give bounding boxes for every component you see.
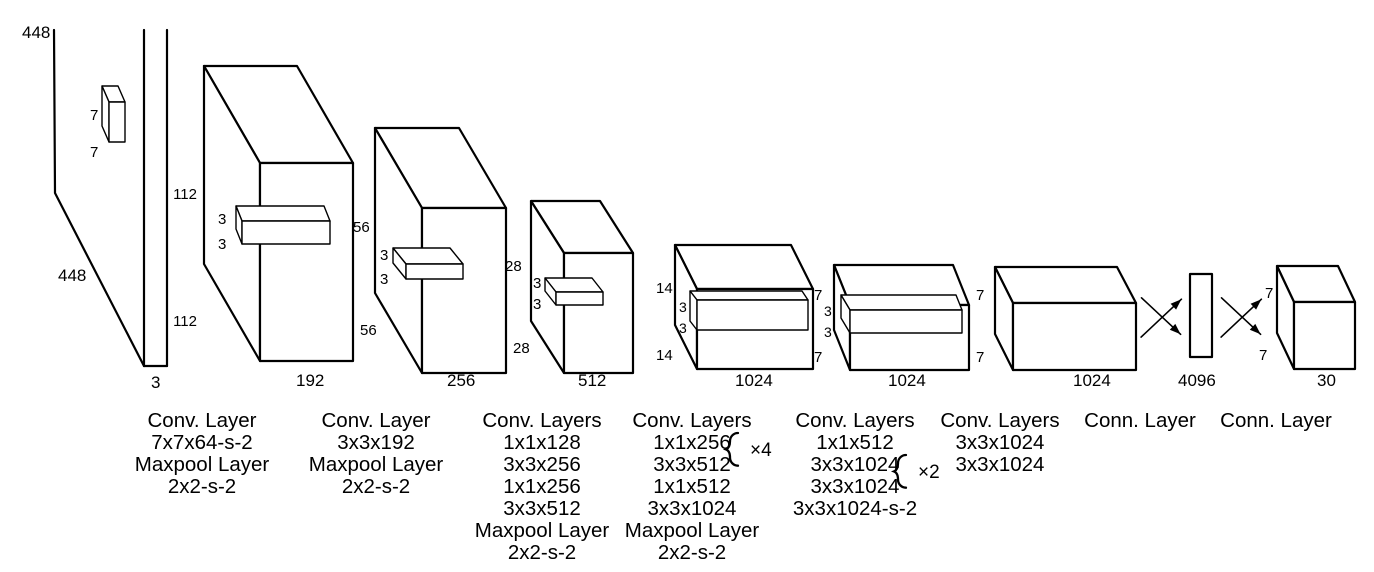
svg-text:Conv. Layers: Conv. Layers (632, 409, 751, 432)
svg-text:Conv. Layers: Conv. Layers (940, 409, 1059, 432)
svg-text:4096: 4096 (1178, 371, 1216, 390)
svg-text:7: 7 (90, 107, 98, 124)
svg-text:3: 3 (218, 211, 226, 228)
svg-text:3x3x1024: 3x3x1024 (648, 497, 737, 520)
svg-text:3: 3 (533, 275, 541, 292)
svg-text:448: 448 (22, 23, 50, 42)
svg-text:56: 56 (360, 322, 377, 339)
svg-text:3x3x1024: 3x3x1024 (811, 453, 900, 476)
svg-text:3: 3 (218, 236, 226, 253)
svg-text:1x1x256: 1x1x256 (653, 431, 731, 454)
svg-text:3x3x1024-s-2: 3x3x1024-s-2 (793, 497, 917, 520)
svg-text:Maxpool Layer: Maxpool Layer (625, 519, 760, 542)
svg-text:Conn. Layer: Conn. Layer (1220, 409, 1332, 432)
svg-text:192: 192 (296, 371, 324, 390)
svg-text:3: 3 (679, 299, 687, 315)
svg-text:Maxpool Layer: Maxpool Layer (475, 519, 610, 542)
svg-text:3: 3 (824, 303, 832, 319)
svg-text:2x2-s-2: 2x2-s-2 (658, 541, 726, 564)
svg-text:7x7x64-s-2: 7x7x64-s-2 (151, 431, 252, 454)
svg-text:2x2-s-2: 2x2-s-2 (342, 475, 410, 498)
svg-text:3x3x512: 3x3x512 (503, 497, 581, 520)
svg-text:3: 3 (380, 271, 388, 288)
svg-text:2x2-s-2: 2x2-s-2 (508, 541, 576, 564)
svg-text:112: 112 (173, 313, 197, 330)
svg-text:3x3x192: 3x3x192 (337, 431, 415, 454)
svg-text:28: 28 (513, 340, 530, 357)
svg-text:14: 14 (656, 280, 673, 297)
svg-text:7: 7 (90, 144, 98, 161)
svg-text:1024: 1024 (1073, 371, 1111, 390)
svg-text:30: 30 (1317, 371, 1336, 390)
svg-text:112: 112 (173, 186, 197, 203)
svg-text:1x1x512: 1x1x512 (816, 431, 894, 454)
svg-text:7: 7 (814, 287, 822, 304)
svg-text:Maxpool Layer: Maxpool Layer (135, 453, 270, 476)
svg-text:256: 256 (447, 371, 475, 390)
svg-text:14: 14 (656, 347, 673, 364)
svg-text:3x3x1024: 3x3x1024 (956, 431, 1045, 454)
svg-text:3: 3 (824, 324, 832, 340)
svg-text:1024: 1024 (735, 371, 773, 390)
svg-text:2x2-s-2: 2x2-s-2 (168, 475, 236, 498)
svg-text:3x3x256: 3x3x256 (503, 453, 581, 476)
svg-text:3: 3 (533, 296, 541, 313)
svg-text:3: 3 (380, 247, 388, 264)
svg-text:448: 448 (58, 266, 86, 285)
svg-text:Maxpool Layer: Maxpool Layer (309, 453, 444, 476)
svg-text:512: 512 (578, 371, 606, 390)
svg-text:3x3x512: 3x3x512 (653, 453, 731, 476)
svg-text:1x1x256: 1x1x256 (503, 475, 581, 498)
svg-text:7: 7 (814, 349, 822, 366)
svg-text:56: 56 (353, 219, 370, 236)
svg-text:3x3x1024: 3x3x1024 (811, 475, 900, 498)
svg-text:1x1x128: 1x1x128 (503, 431, 581, 454)
svg-text:3: 3 (151, 373, 160, 392)
svg-text:Conv. Layer: Conv. Layer (321, 409, 430, 432)
svg-text:7: 7 (1265, 285, 1273, 302)
svg-text:Conn. Layer: Conn. Layer (1084, 409, 1196, 432)
svg-text:Conv. Layer: Conv. Layer (147, 409, 256, 432)
svg-text:×4: ×4 (750, 440, 772, 461)
svg-text:3: 3 (679, 320, 687, 336)
svg-text:1024: 1024 (888, 371, 926, 390)
svg-text:Conv. Layers: Conv. Layers (482, 409, 601, 432)
svg-text:Conv. Layers: Conv. Layers (795, 409, 914, 432)
svg-text:7: 7 (976, 349, 984, 366)
svg-text:×2: ×2 (918, 462, 940, 483)
svg-text:1x1x512: 1x1x512 (653, 475, 731, 498)
svg-text:28: 28 (505, 258, 522, 275)
svg-text:7: 7 (976, 287, 984, 304)
svg-text:3x3x1024: 3x3x1024 (956, 453, 1045, 476)
svg-text:7: 7 (1259, 347, 1267, 364)
